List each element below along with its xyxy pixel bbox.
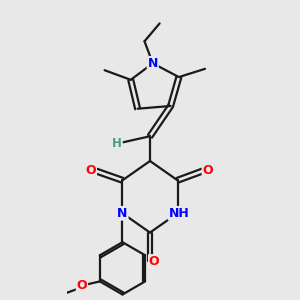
- Text: N: N: [148, 57, 158, 70]
- Text: N: N: [117, 207, 128, 220]
- Text: O: O: [76, 279, 87, 292]
- Text: O: O: [202, 164, 213, 177]
- Text: H: H: [112, 136, 122, 150]
- Text: O: O: [85, 164, 96, 177]
- Text: O: O: [149, 255, 159, 268]
- Text: NH: NH: [169, 207, 189, 220]
